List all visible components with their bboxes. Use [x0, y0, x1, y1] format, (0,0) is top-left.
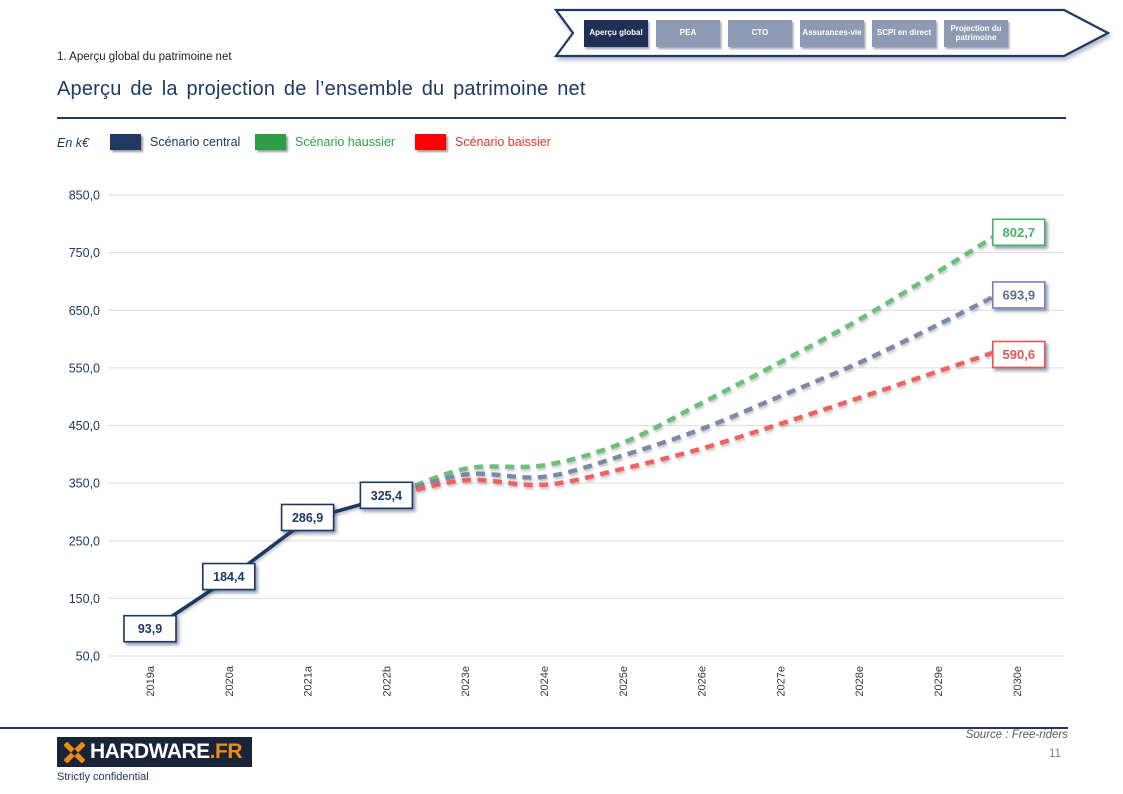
x-axis-label: 2029e [933, 666, 945, 697]
legend-swatch-haussier [255, 134, 286, 150]
data-label-box [202, 562, 256, 591]
data-label-box [359, 481, 414, 510]
data-label-box [280, 503, 335, 532]
hardware-logo-icon [64, 741, 85, 763]
footer-rule [0, 727, 1068, 729]
x-axis-label: 2022b [381, 666, 393, 697]
y-axis-tick-label: 250,0 [69, 534, 100, 548]
data-label-box [123, 614, 177, 643]
tab-projection-du-patrimoine[interactable]: Projection du patrimoine [944, 20, 1008, 47]
legend-label: Scénario central [150, 135, 241, 149]
end-label: 590,6 [1003, 347, 1036, 362]
logo-tld: .FR [209, 740, 243, 763]
data-label: 93,9 [138, 622, 162, 636]
tab-label: Assurances-vie [802, 28, 862, 38]
series-line-dashed [385, 220, 1018, 500]
end-label-box [991, 218, 1046, 247]
data-label: 184,4 [213, 570, 244, 584]
breadcrumb: 1. Aperçu global du patrimoine net [57, 51, 232, 63]
tab-scpi-en-direct[interactable]: SCPI en direct [872, 20, 936, 47]
unit-label: En k€ [57, 136, 89, 150]
source-note: Source : Free-riders [965, 729, 1068, 741]
tab-label: PEA [679, 28, 697, 38]
page-number: 11 [1049, 748, 1061, 760]
y-axis-tick-label: 850,0 [69, 189, 100, 203]
end-label: 802,7 [1003, 225, 1036, 240]
data-label: 325,4 [371, 489, 402, 503]
legend-item-baissier: Scénario baissier [415, 134, 551, 150]
legend-label: Scénario haussier [295, 135, 396, 149]
tab-label: Projection du patrimoine [950, 23, 1002, 42]
x-axis-label: 2027e [775, 666, 787, 697]
tab-label: Aperçu global [589, 28, 643, 38]
y-axis-tick-label: 50,0 [76, 650, 100, 664]
page-title: Aperçu de la projection de l’ensemble du… [57, 78, 586, 100]
confidentiality-note: Strictly confidential [57, 771, 149, 783]
y-axis-tick-label: 750,0 [69, 246, 100, 260]
x-axis-label: 2021a [303, 665, 315, 696]
x-axis-label: 2028e [854, 666, 866, 697]
legend-swatch-baissier [415, 134, 446, 150]
x-axis-label: 2030e [1012, 666, 1024, 697]
y-axis-tick-label: 550,0 [69, 361, 100, 375]
tab-pea[interactable]: PEA [656, 20, 720, 47]
series-line-dashed [385, 342, 1018, 500]
legend-label: Scénario baissier [455, 135, 551, 149]
end-label-box [991, 281, 1046, 309]
legend-swatch-central [110, 134, 141, 150]
data-label: 286,9 [292, 511, 323, 525]
tab-assurances-vie[interactable]: Assurances-vie [800, 20, 864, 47]
x-axis-label: 2025e [618, 666, 630, 697]
patrimoine-projection-chart: 50,0 150,0 250,0 350,0 450,0 550,0 650,0 750,0 8… [50, 178, 1075, 728]
legend-item-haussier: Scénario haussier [255, 134, 395, 150]
end-label: 693,9 [1003, 287, 1036, 302]
y-axis-tick-label: 650,0 [69, 304, 100, 318]
x-axis-label: 2019a [145, 665, 157, 696]
series-line-dashed [385, 282, 1018, 500]
y-axis-tick-label: 350,0 [69, 477, 100, 491]
tab-cto[interactable]: CTO [728, 20, 792, 47]
chart-svg: 50,0 150,0 250,0 350,0 450,0 550,0 650,0 750,0 8… [69, 189, 1064, 697]
x-axis-label: 2024e [539, 666, 551, 697]
title-rule [57, 117, 1066, 119]
y-axis-tick-label: 150,0 [69, 592, 100, 606]
legend-item-central: Scénario central [110, 134, 240, 150]
logo-name: HARDWARE [90, 740, 210, 763]
y-axis-tick-label: 450,0 [69, 419, 100, 433]
tab-label: CTO [751, 28, 769, 38]
tab-label: SCPI en direct [876, 28, 932, 38]
x-axis-label: 2026e [697, 666, 709, 697]
hardware-fr-logo: HARDWARE.FR [57, 737, 252, 767]
x-axis-label: 2023e [460, 666, 472, 697]
series-line-solid [149, 495, 387, 633]
end-label-box [991, 340, 1046, 369]
x-axis-label: 2020a [224, 665, 236, 696]
tab-apercu-global[interactable]: Aperçu global [584, 20, 648, 47]
